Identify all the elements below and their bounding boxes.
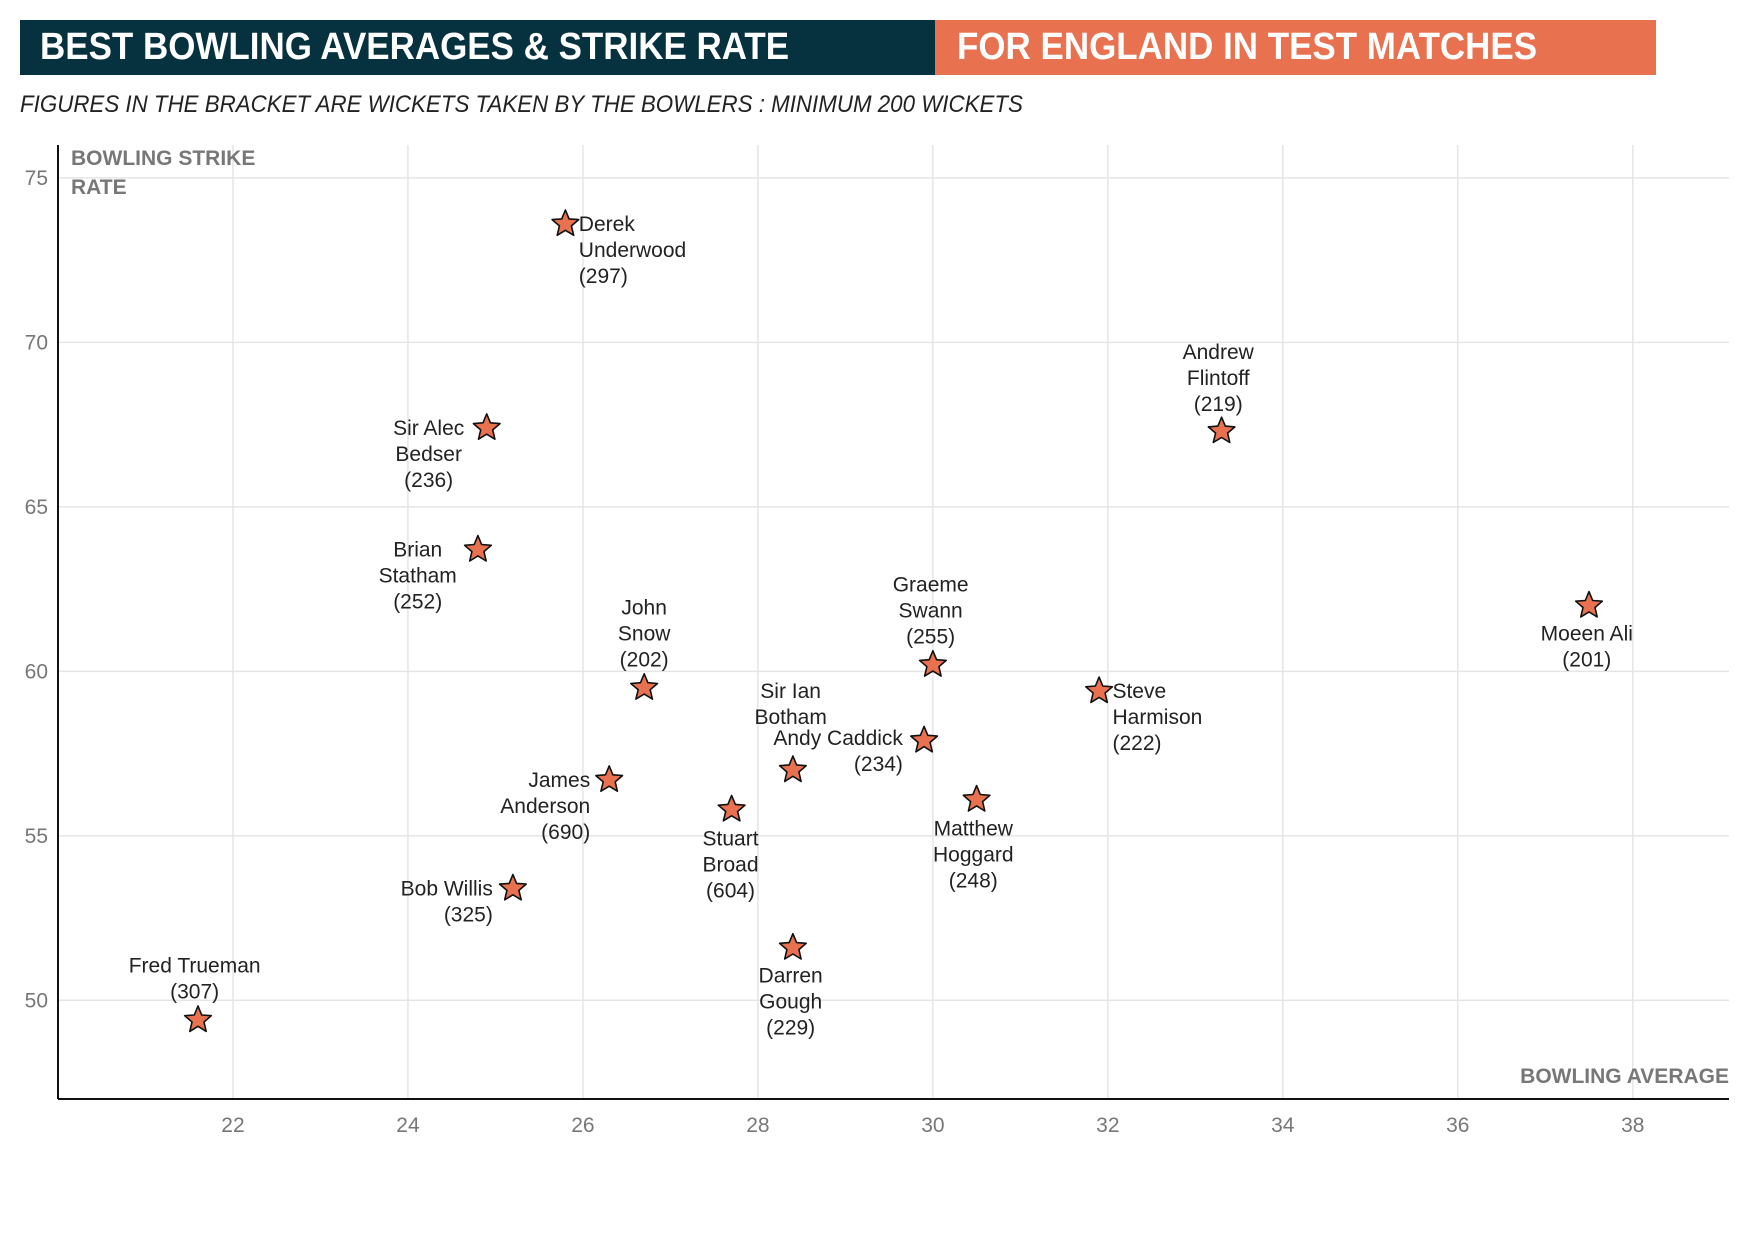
data-label: Gough [759,991,822,1014]
data-label: James [528,769,590,792]
data-label: (201) [1562,648,1611,671]
x-tick-label: 34 [1271,1114,1295,1137]
y-tick-label: 65 [25,496,48,519]
data-point-star [962,784,991,812]
data-label: (297) [579,265,628,288]
data-label: Andrew [1183,341,1255,364]
title-part1: BEST BOWLING AVERAGES & STRIKE RATE [40,26,790,68]
data-label: Flintoff [1187,367,1250,390]
x-tick-label: 22 [221,1114,244,1137]
data-label: Matthew [934,818,1014,841]
data-point-star [498,873,528,901]
y-axis-title: BOWLING STRIKE [71,147,255,170]
data-label: (307) [170,980,219,1003]
x-tick-label: 32 [1096,1114,1119,1137]
data-point-star [909,725,939,753]
data-label: Snow [618,622,671,645]
data-label: (234) [854,753,903,776]
data-label: Graeme [893,573,969,596]
data-point-star [778,932,808,960]
data-label: Statham [379,565,457,588]
x-tick-label: 24 [396,1114,420,1137]
data-label: Harmison [1112,706,1202,729]
data-label: (229) [766,1017,815,1040]
data-label: (252) [393,591,442,614]
data-label: (255) [906,625,955,648]
x-tick-label: 30 [921,1114,944,1137]
title-bar-primary: BEST BOWLING AVERAGES & STRIKE RATE [20,20,935,75]
data-label: Steve [1112,680,1166,703]
data-label: Hoggard [933,844,1014,867]
data-label: (604) [706,880,755,903]
data-label: Stuart [703,828,759,851]
x-tick-label: 38 [1621,1114,1644,1137]
data-point-star [595,765,624,793]
data-label: Bob Willis [401,877,493,900]
x-tick-label: 26 [571,1114,594,1137]
x-tick-label: 28 [746,1114,769,1137]
data-label: Bedser [395,443,462,466]
data-point-star [183,1005,213,1033]
data-point-star [717,794,746,822]
data-point-star [1574,590,1604,618]
data-label: Sir Alec [393,417,464,440]
title-bar-accent: FOR ENGLAND IN TEST MATCHES [935,20,1656,75]
data-label: Brian [393,539,442,562]
data-label: Andy Caddick [773,727,903,750]
y-axis-title: RATE [71,176,127,199]
data-point-star [472,413,501,441]
data-label: Anderson [500,795,590,818]
data-label: Botham [754,706,826,729]
data-label: Sir Ian [760,680,821,703]
data-point-star [1207,416,1236,444]
data-label: (202) [620,648,669,671]
data-point-star [629,672,659,700]
data-label: Derek [579,213,636,236]
title-part2: FOR ENGLAND IN TEST MATCHES [957,26,1538,68]
data-label: (222) [1112,732,1161,755]
data-label: (236) [404,469,453,492]
x-tick-label: 36 [1446,1114,1469,1137]
data-label: (248) [949,870,998,893]
data-label: John [621,596,667,619]
data-label: Swann [899,599,963,622]
y-tick-label: 70 [25,331,48,354]
data-label: (219) [1194,393,1243,416]
data-point-star [1085,676,1114,704]
subtitle: FIGURES IN THE BRACKET ARE WICKETS TAKEN… [20,91,1023,118]
data-label: Darren [759,965,823,988]
x-axis-title: BOWLING AVERAGE [1520,1065,1729,1088]
data-point-star [551,209,580,237]
data-point-star [778,755,808,783]
data-label: (325) [444,903,493,926]
y-tick-label: 50 [25,989,48,1012]
data-label: Moeen Ali [1541,622,1633,645]
y-tick-label: 60 [25,660,48,683]
data-label: Broad [703,854,759,877]
data-label: (690) [541,821,590,844]
y-tick-label: 55 [25,825,48,848]
y-tick-label: 75 [25,167,48,190]
data-point-star [463,534,493,562]
data-label: Fred Trueman [129,954,261,977]
data-label: Underwood [579,239,686,262]
data-point-star [918,649,948,677]
